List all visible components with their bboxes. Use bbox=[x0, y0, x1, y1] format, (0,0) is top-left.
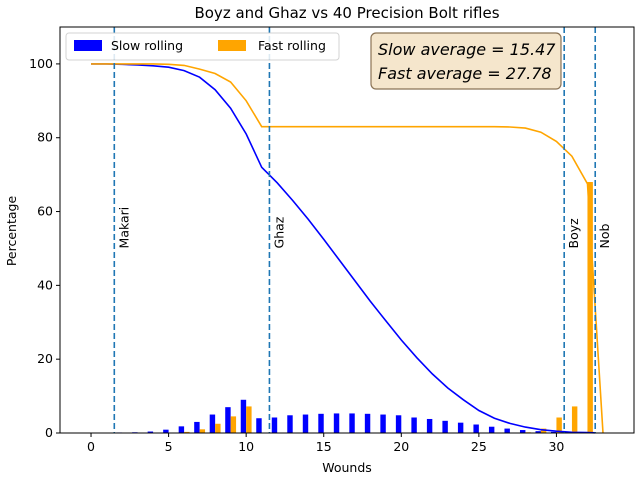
bar-slow-27 bbox=[504, 428, 510, 433]
bar-slow-16 bbox=[333, 413, 340, 433]
bar-slow-17 bbox=[349, 413, 355, 433]
bar-slow-11 bbox=[256, 418, 262, 433]
chart-title: Boyz and Ghaz vs 40 Precision Bolt rifle… bbox=[194, 4, 499, 22]
bar-fast-8 bbox=[215, 423, 221, 433]
bar-slow-12 bbox=[271, 417, 278, 433]
stats-box: Slow average = 15.47 Fast average = 27.7… bbox=[370, 32, 562, 90]
marker-label-makari: Makari bbox=[116, 207, 131, 249]
y-axis-label: Percentage bbox=[4, 196, 19, 267]
bar-slow-5 bbox=[163, 429, 169, 433]
bar-slow-23 bbox=[442, 420, 448, 433]
bar-slow-25 bbox=[473, 424, 479, 433]
bar-fast-9 bbox=[230, 416, 237, 433]
line-slow-survival bbox=[91, 63, 596, 434]
bar-fast-31 bbox=[571, 406, 578, 433]
y-tick-label-100: 100 bbox=[29, 56, 53, 71]
x-axis-label: Wounds bbox=[322, 460, 372, 475]
x-tick-label-10: 10 bbox=[238, 439, 254, 454]
legend-frame bbox=[65, 32, 340, 61]
x-tick-label-30: 30 bbox=[548, 439, 564, 454]
bar-slow-13 bbox=[287, 415, 293, 433]
marker-label-nob: Nob bbox=[597, 223, 612, 248]
bar-fast-32 bbox=[587, 182, 593, 433]
stats-fast-average: Fast average = 27.78 bbox=[378, 64, 552, 83]
bar-fast-6 bbox=[184, 431, 190, 433]
bar-slow-4 bbox=[147, 431, 154, 433]
stats-box-frame bbox=[370, 32, 562, 90]
marker-label-boyz: Boyz bbox=[566, 218, 581, 249]
bar-slow-18 bbox=[364, 413, 371, 433]
bar-fast-7 bbox=[199, 429, 206, 433]
y-tick-label-20: 20 bbox=[37, 351, 53, 366]
y-tick-label-40: 40 bbox=[37, 277, 53, 292]
bar-fast-30 bbox=[556, 417, 562, 433]
legend: Slow rolling Fast rolling bbox=[65, 32, 340, 61]
y-tick-label-80: 80 bbox=[37, 130, 53, 145]
x-tick-label-15: 15 bbox=[316, 439, 332, 454]
plot-area: Makari Ghaz Boyz Nob 0 5 10 15 20 25 30 0 20 40 60 80 10… bbox=[29, 26, 635, 454]
y-tick-label-0: 0 bbox=[45, 425, 53, 440]
stats-slow-average: Slow average = 15.47 bbox=[378, 40, 556, 59]
legend-label-fast: Fast rolling bbox=[258, 38, 326, 53]
marker-label-ghaz: Ghaz bbox=[271, 216, 286, 248]
bar-slow-7 bbox=[194, 421, 200, 433]
axes-frame bbox=[59, 26, 635, 434]
bar-fast-29 bbox=[540, 428, 547, 433]
bar-slow-9 bbox=[225, 407, 231, 433]
bar-slow-10 bbox=[240, 399, 247, 433]
x-tick-label-0: 0 bbox=[87, 439, 95, 454]
y-tick-label-60: 60 bbox=[37, 204, 53, 219]
legend-label-slow: Slow rolling bbox=[111, 38, 183, 53]
x-tick-label-5: 5 bbox=[165, 439, 173, 454]
bar-slow-29 bbox=[535, 431, 541, 433]
bar-slow-15 bbox=[318, 413, 324, 433]
bar-slow-6 bbox=[178, 426, 185, 433]
bar-slow-20 bbox=[395, 415, 402, 433]
legend-swatch-fast bbox=[218, 40, 246, 51]
bar-slow-30 bbox=[551, 431, 557, 433]
bar-slow-26 bbox=[488, 426, 495, 433]
bar-fast-10 bbox=[246, 406, 252, 433]
legend-swatch-slow bbox=[74, 40, 102, 51]
bar-slow-22 bbox=[426, 418, 433, 433]
bar-slow-19 bbox=[380, 414, 386, 433]
bar-slow-24 bbox=[457, 422, 464, 433]
bar-slow-14 bbox=[302, 414, 309, 433]
bar-slow-8 bbox=[209, 414, 216, 433]
bar-slow-21 bbox=[411, 417, 417, 433]
x-tick-label-20: 20 bbox=[393, 439, 409, 454]
line-fast-survival bbox=[91, 63, 604, 434]
bar-slow-28 bbox=[519, 430, 526, 433]
x-tick-label-25: 25 bbox=[471, 439, 487, 454]
